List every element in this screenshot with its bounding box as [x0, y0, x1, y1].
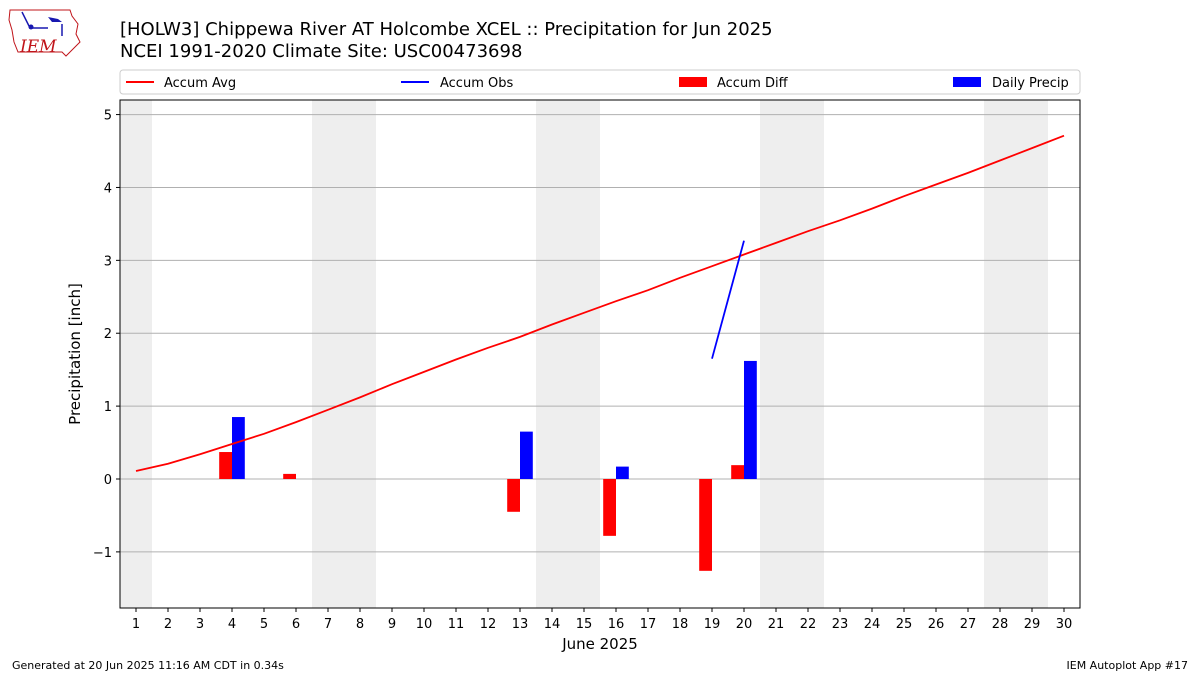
logo-gauge-icon [28, 24, 34, 30]
weekend-band [312, 100, 376, 608]
y-tick-label: −1 [93, 546, 112, 561]
legend-label: Daily Precip [992, 76, 1069, 91]
x-tick-label: 27 [960, 617, 977, 632]
x-tick-label: 30 [1056, 617, 1073, 632]
x-tick-label: 25 [896, 617, 913, 632]
x-tick-label: 10 [416, 617, 433, 632]
weekend-band [536, 100, 600, 608]
accum-diff-bar [731, 465, 744, 479]
weekend-band [984, 100, 1048, 608]
daily-precip-bar [744, 360, 757, 479]
y-tick-label: 1 [104, 400, 112, 415]
y-tick-label: 4 [104, 181, 112, 196]
daily-precip-bar [520, 431, 533, 479]
x-tick-label: 4 [228, 617, 236, 632]
x-tick-label: 13 [512, 617, 529, 632]
logo-cloud-icon [48, 17, 62, 22]
accum-diff-bar [283, 473, 296, 479]
x-tick-label: 20 [736, 617, 753, 632]
x-tick-label: 22 [800, 617, 817, 632]
y-tick-label: 3 [104, 254, 112, 269]
x-tick-label: 26 [928, 617, 945, 632]
accum-diff-bar [603, 478, 616, 536]
logo-text: IEM [19, 37, 57, 57]
footer-app: IEM Autoplot App #17 [1067, 659, 1189, 672]
weekend-band [760, 100, 824, 608]
legend-swatch-bar [953, 77, 981, 87]
x-tick-label: 14 [544, 617, 561, 632]
chart-subtitle: NCEI 1991-2020 Climate Site: USC00473698 [120, 41, 522, 62]
legend-label: Accum Obs [440, 76, 513, 91]
daily-precip-bar [616, 466, 629, 479]
x-axis-label: June 2025 [561, 635, 638, 653]
x-tick-label: 12 [480, 617, 497, 632]
x-tick-label: 17 [640, 617, 657, 632]
x-tick-label: 8 [356, 617, 364, 632]
accum-diff-bar [699, 478, 712, 571]
x-tick-label: 19 [704, 617, 721, 632]
iem-logo: IEM [8, 9, 81, 57]
y-axis-label: Precipitation [inch] [66, 283, 84, 425]
x-tick-label: 9 [388, 617, 396, 632]
y-tick-label: 5 [104, 109, 112, 124]
x-tick-label: 28 [992, 617, 1009, 632]
x-tick-label: 2 [164, 617, 172, 632]
x-tick-label: 29 [1024, 617, 1041, 632]
weekend-band [120, 100, 152, 608]
x-tick-label: 23 [832, 617, 849, 632]
x-tick-label: 15 [576, 617, 593, 632]
x-tick-label: 6 [292, 617, 300, 632]
y-tick-label: 0 [104, 473, 112, 488]
x-tick-label: 7 [324, 617, 332, 632]
x-tick-label: 3 [196, 617, 204, 632]
x-tick-label: 11 [448, 617, 465, 632]
x-tick-label: 5 [260, 617, 268, 632]
accum-diff-bar [507, 478, 520, 512]
plot-area: 1 2 3 4 5 6 7 8 9 10 11 12 13 14 15 16 17 18 19 20 21 22 23 24 2… [93, 99, 1081, 632]
legend-swatch-bar [679, 77, 707, 87]
accum-obs-line [711, 240, 745, 359]
logo-wind-icon [21, 11, 31, 29]
legend-box [119, 69, 1081, 95]
x-tick-label: 18 [672, 617, 689, 632]
legend: Accum Avg Accum Obs Accum Diff Daily Precip [119, 69, 1081, 95]
legend-label: Accum Diff [717, 76, 789, 91]
x-tick-label: 16 [608, 617, 625, 632]
accum-avg-line [135, 134, 1065, 472]
chart-title: [HOLW3] Chippewa River AT Holcombe XCEL … [120, 19, 773, 40]
x-tick-label: 1 [132, 617, 140, 632]
legend-label: Accum Avg [164, 76, 236, 91]
x-tick-label: 24 [864, 617, 881, 632]
accum-diff-bar [219, 452, 232, 479]
y-tick-label: 2 [104, 327, 112, 342]
daily-precip-bar [232, 417, 245, 479]
footer-generated: Generated at 20 Jun 2025 11:16 AM CDT in… [12, 659, 284, 672]
plot-frame [119, 99, 1081, 609]
x-tick-label: 21 [768, 617, 785, 632]
